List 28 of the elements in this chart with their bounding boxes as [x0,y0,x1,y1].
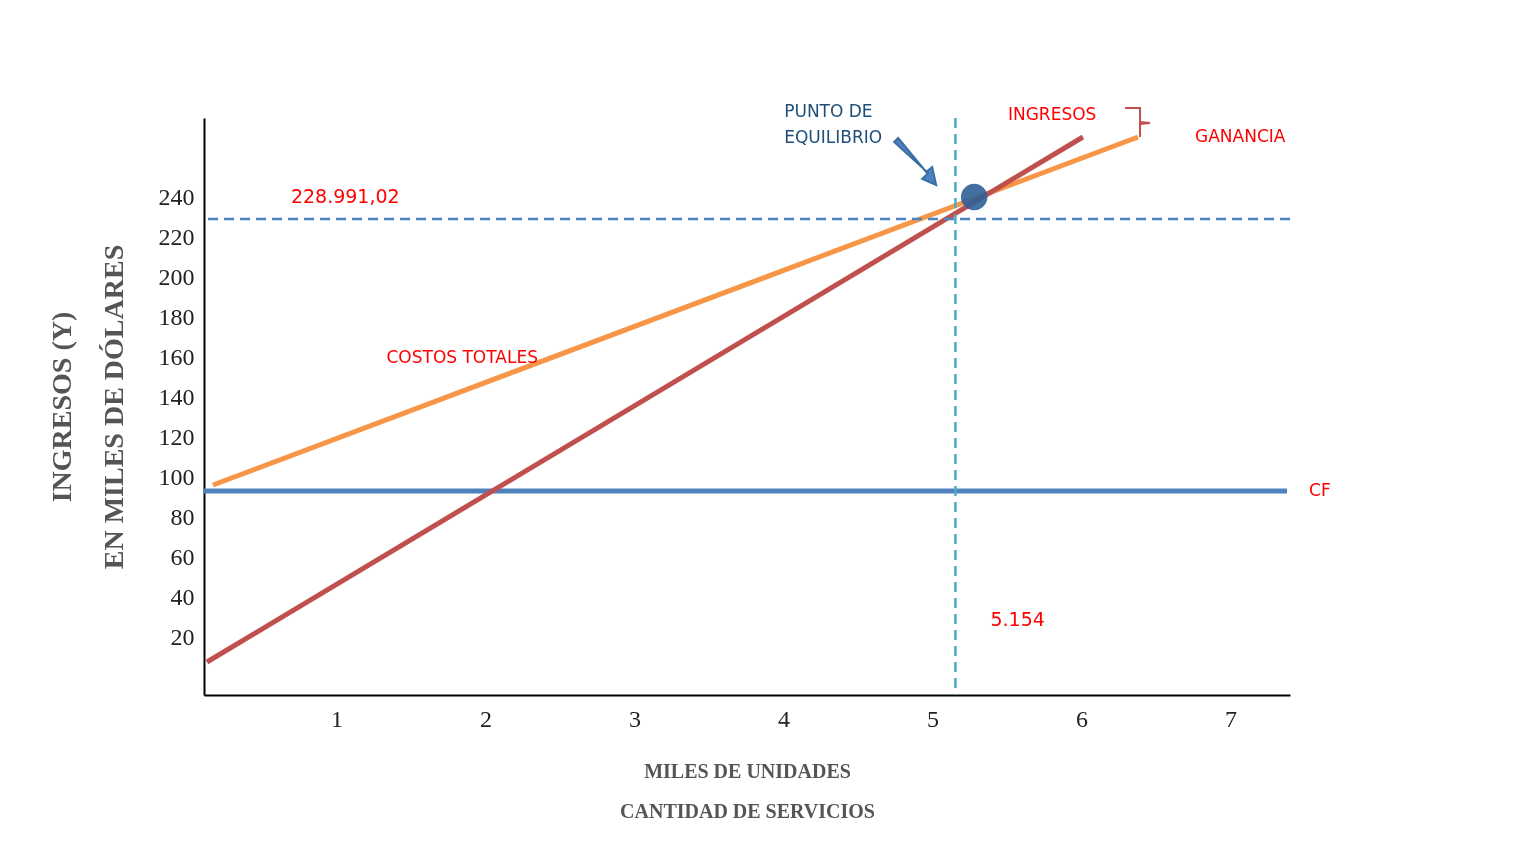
y-tick-label: 100 [158,463,195,490]
x-axis-title: MILES DE UNIDADES CANTIDAD DE SERVICIOS [620,759,875,822]
y-tick-label: 200 [158,263,195,290]
ref-line-label: 228.991,02 [290,185,400,208]
series-label: CF [1309,480,1331,500]
annotation: GANANCIA [1195,126,1286,146]
series-label: COSTOS TOTALES [386,347,538,368]
x-tick-label: 6 [1075,705,1088,732]
x-tick-label: 5 [926,705,939,732]
y-tick-label: 140 [158,383,195,410]
y-axis-title: INGRESOS (Y) EN MILES DE DÓLARES [45,244,129,570]
y-tick-label: 20 [170,623,195,650]
x-tick-label: 3 [629,705,642,732]
legend-label: INGRESOS [1007,104,1097,124]
y-tick-label: 40 [170,583,195,610]
x-tick-label: 1 [331,705,344,732]
x-tick-label: 7 [1224,705,1237,732]
y-tick-label: 240 [158,183,195,210]
x-tick-label: 4 [778,705,790,732]
y-tick-label: 220 [158,223,195,250]
y-tick-label: 120 [158,423,195,450]
ref-line-label: 5.154 [990,607,1045,630]
y-tick-label: 60 [170,543,195,570]
x-tick-label: 2 [480,705,493,732]
annotation: PUNTO DE EQUILIBRIO [784,101,883,147]
y-tick-label: 180 [158,303,195,330]
y-tick-label: 80 [170,503,195,530]
y-tick-label: 160 [158,343,195,370]
